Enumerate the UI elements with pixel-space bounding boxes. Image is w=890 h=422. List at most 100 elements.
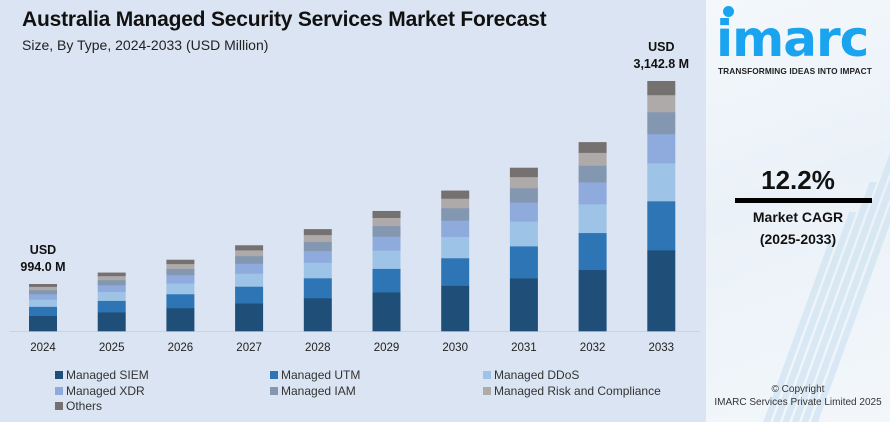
imarc-logo: imarc (716, 10, 869, 68)
bar-segment-managed-risk-and-compliance-2026 (166, 263, 195, 269)
bar-segment-managed-ddos-2026 (166, 283, 195, 295)
bar-segment-managed-risk-and-compliance-2024 (29, 286, 57, 291)
bar-segment-managed-ddos-2030 (441, 236, 470, 259)
bar-segment-managed-siem-2031 (509, 278, 538, 332)
bar-segment-managed-siem-2029 (372, 292, 401, 332)
legend-swatch (270, 386, 278, 395)
legend-swatch (55, 386, 63, 395)
bar-segment-managed-risk-and-compliance-2025 (97, 275, 126, 281)
bar-segment-managed-utm-2025 (97, 300, 126, 313)
bar-segment-managed-utm-2028 (303, 278, 332, 299)
bar-segment-managed-iam-2025 (97, 279, 126, 286)
bar-segment-managed-risk-and-compliance-2027 (235, 250, 264, 257)
bar-segment-managed-siem-2033 (647, 250, 676, 332)
bar-segment-managed-ddos-2028 (303, 262, 332, 279)
bar-segment-managed-ddos-2033 (647, 163, 676, 202)
bar-segment-managed-utm-2024 (29, 306, 57, 317)
x-tick-label: 2032 (580, 342, 606, 354)
data-label-2033: 3,142.8 M (634, 57, 690, 71)
bar-segment-managed-utm-2029 (372, 268, 401, 293)
x-tick-label: 2025 (99, 342, 125, 354)
bar-segment-others-2031 (509, 167, 538, 178)
chart-subtitle: Size, By Type, 2024-2033 (USD Million) (22, 37, 269, 53)
bar-segment-managed-siem-2030 (441, 285, 470, 332)
bar-segment-managed-iam-2032 (578, 165, 607, 183)
bar-segment-managed-iam-2031 (509, 187, 538, 203)
x-tick-label: 2024 (30, 342, 56, 354)
x-tick-label: 2031 (511, 342, 537, 354)
bar-segment-managed-ddos-2032 (578, 204, 607, 234)
bar-segment-others-2033 (647, 81, 676, 96)
bar-segment-managed-risk-and-compliance-2030 (441, 198, 470, 209)
legend-swatch (483, 386, 491, 395)
bar-segment-managed-ddos-2024 (29, 299, 57, 307)
x-tick-label: 2028 (305, 342, 331, 354)
data-label-2024: USD (30, 243, 56, 257)
bar-segment-managed-utm-2026 (166, 293, 195, 309)
legend-item: Managed UTM (270, 368, 360, 382)
bar-segment-managed-xdr-2025 (97, 284, 126, 293)
bar-segment-managed-xdr-2024 (29, 293, 57, 300)
bar-segment-managed-utm-2033 (647, 201, 676, 251)
legend-label: Managed DDoS (494, 368, 580, 382)
chart-panel: Australia Managed Security Services Mark… (10, 8, 700, 413)
data-label-2033: USD (648, 40, 674, 54)
bar-segment-managed-utm-2031 (509, 246, 538, 279)
bar-segment-managed-xdr-2032 (578, 182, 607, 205)
legend-item: Others (55, 399, 102, 413)
legend-item: Managed SIEM (55, 368, 149, 382)
bar-segment-managed-ddos-2029 (372, 250, 401, 269)
legend-label: Managed IAM (281, 383, 356, 398)
bar-segment-managed-siem-2026 (166, 307, 195, 332)
legend-label: Managed SIEM (66, 368, 149, 382)
bar-segment-managed-iam-2029 (372, 225, 401, 237)
legend-item: Managed XDR (55, 384, 145, 398)
bar-segment-managed-utm-2030 (441, 257, 470, 286)
bar-segment-managed-siem-2024 (29, 315, 57, 332)
legend-item: Managed IAM (270, 384, 356, 398)
bar-segment-managed-risk-and-compliance-2031 (509, 176, 538, 189)
bar-segment-managed-xdr-2028 (303, 250, 332, 263)
bar-segment-managed-utm-2032 (578, 232, 607, 271)
bar-segment-others-2026 (166, 259, 195, 265)
bar-segment-others-2024 (29, 284, 57, 287)
cagr-divider (735, 198, 872, 203)
copyright-line: © Copyright (771, 384, 825, 395)
bar-segment-managed-risk-and-compliance-2032 (578, 152, 607, 166)
legend-label: Others (66, 399, 103, 413)
brand-tagline: TRANSFORMING IDEAS INTO IMPACT (718, 66, 872, 76)
x-tick-label: 2026 (168, 342, 194, 354)
stacked-bar-chart: 2024 2025 2026 2027 2028 2029 2030 2031 2032 2033… (10, 40, 700, 354)
bar-segment-managed-xdr-2026 (166, 274, 195, 284)
logo-dot-icon (723, 6, 734, 17)
bar-segment-managed-siem-2025 (97, 312, 126, 332)
cagr-period: (2025-2033) (759, 231, 837, 247)
x-tick-label: 2030 (442, 342, 468, 354)
bar-segment-managed-risk-and-compliance-2033 (647, 94, 676, 113)
bar-segment-others-2028 (303, 229, 332, 236)
bar-segment-managed-iam-2028 (303, 241, 332, 252)
legend-item: Managed DDoS (483, 368, 579, 382)
bar-segment-managed-xdr-2031 (509, 202, 538, 222)
bar-segment-others-2030 (441, 190, 470, 199)
bar-segment-managed-siem-2027 (235, 303, 264, 332)
x-tick-label: 2029 (374, 342, 400, 354)
bar-segment-managed-xdr-2027 (235, 263, 264, 274)
bar-segment-managed-xdr-2033 (647, 133, 676, 164)
bar-segment-managed-iam-2030 (441, 207, 470, 221)
bar-segment-others-2032 (578, 142, 607, 153)
bar-segment-managed-iam-2024 (29, 289, 57, 295)
bar-segment-managed-utm-2027 (235, 286, 264, 304)
legend-item: Managed Risk and Compliance (483, 384, 661, 398)
bar-segment-managed-ddos-2025 (97, 291, 126, 301)
bar-segment-others-2027 (235, 245, 264, 251)
bar-segment-managed-risk-and-compliance-2029 (372, 217, 401, 227)
bar-segment-managed-risk-and-compliance-2028 (303, 234, 332, 243)
x-tick-label: 2027 (236, 342, 262, 354)
brand-panel: imarc TRANSFORMING IDEAS INTO IMPACT 12.… (706, 0, 890, 422)
legend-label: Managed XDR (66, 383, 145, 398)
bar-segment-others-2029 (372, 210, 401, 218)
legend-swatch (55, 402, 63, 410)
bar-segment-managed-xdr-2030 (441, 220, 470, 237)
chart-title: Australia Managed Security Services Mark… (22, 8, 547, 31)
